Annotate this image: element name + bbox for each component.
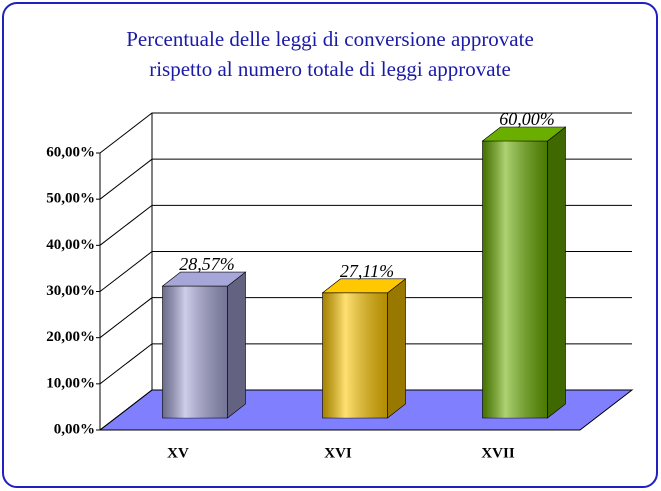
grid-line (99, 204, 632, 246)
grid-line (99, 343, 632, 385)
x-tick-label: XVII (481, 445, 515, 461)
chart-title: Percentuale delle leggi di conversione a… (126, 27, 534, 51)
y-tick-label: 50,00% (46, 191, 95, 207)
chart-title: rispetto al numero totale di leggi appro… (149, 57, 511, 81)
data-label: 60,00% (499, 109, 555, 129)
grid-line (99, 389, 632, 431)
grid-line (99, 297, 632, 339)
y-tick-label: 60,00% (46, 144, 95, 160)
data-label: 28,57% (179, 254, 235, 274)
y-tick-label: 0,00% (54, 421, 95, 437)
x-tick-label: XV (167, 445, 189, 461)
y-tick-label: 10,00% (46, 375, 95, 391)
grid-line (99, 158, 632, 200)
bar (161, 271, 247, 419)
x-tick-label: XVI (324, 445, 352, 461)
data-label: 27,11% (340, 261, 394, 281)
y-tick-label: 40,00% (46, 237, 95, 253)
bar (481, 126, 567, 419)
y-tick-label: 30,00% (46, 283, 95, 299)
bar (321, 278, 407, 419)
y-tick-label: 20,00% (46, 329, 95, 345)
grid-line (99, 251, 632, 292)
grid-line (99, 112, 632, 154)
